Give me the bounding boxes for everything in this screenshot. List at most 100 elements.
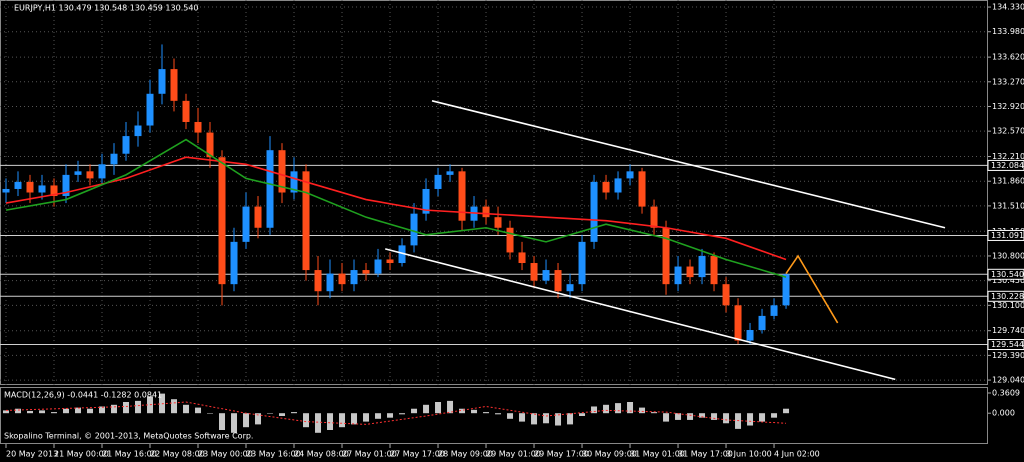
candle-body — [326, 273, 334, 292]
y-tick-label: 0.3609 — [992, 388, 1020, 397]
y-tick-label: 133.620 — [992, 53, 1024, 62]
candle-body — [698, 255, 706, 278]
price-level-box — [987, 229, 1024, 241]
price-level-label: 129.544 — [991, 340, 1024, 349]
price-level-box — [987, 159, 1024, 171]
indicator-line — [785, 254, 839, 324]
indicator-line — [5, 156, 787, 261]
macd-bar — [111, 404, 118, 414]
macd-bar — [507, 413, 514, 419]
indicator-line — [5, 138, 787, 278]
x-tick-label: 27 May 01:00 — [342, 450, 397, 459]
candle-body — [518, 252, 526, 264]
candle-body — [770, 305, 778, 316]
y-tick-label: 129.040 — [992, 376, 1024, 385]
macd-bar — [195, 407, 202, 414]
macd-bar — [135, 400, 142, 414]
macd-bar — [279, 413, 286, 416]
candle-body — [194, 121, 202, 133]
macd-bar — [663, 413, 670, 422]
macd-bar — [339, 413, 346, 428]
x-tick-label: 29 May 17:00 — [534, 450, 589, 459]
candle-body — [710, 255, 718, 285]
x-tick-label: 31 May 01:00 — [630, 450, 685, 459]
candle-body — [590, 181, 598, 242]
macd-bar — [771, 413, 778, 418]
candle-body — [134, 125, 142, 137]
macd-header: MACD(12,26,9) -0.0441 -0.1282 0.0841 — [4, 391, 162, 400]
y-tick-label: 130.450 — [992, 276, 1024, 285]
macd-bar — [651, 412, 658, 414]
candle-body — [398, 245, 406, 264]
candle-body — [578, 241, 586, 285]
main-frame — [0, 0, 988, 385]
candle-body — [554, 270, 562, 292]
candle-body — [2, 188, 10, 193]
macd-bar — [183, 404, 190, 414]
candle-body — [206, 132, 214, 158]
candle-body — [506, 227, 514, 253]
x-tick-label: 29 May 01:00 — [486, 450, 541, 459]
price-level-box — [987, 339, 1024, 351]
candle-body — [266, 150, 274, 228]
candle-body — [422, 188, 430, 214]
macd-bar — [699, 413, 706, 418]
macd-bar — [495, 413, 502, 415]
macd-bar — [27, 410, 34, 414]
macd-bar — [303, 413, 310, 428]
macd-bar — [99, 406, 106, 414]
candle-body — [674, 266, 682, 285]
candle-body — [278, 150, 286, 193]
x-tick-label: 31 May 17:00 — [678, 450, 733, 459]
candle-body — [650, 206, 658, 228]
macd-bar — [87, 408, 94, 414]
candle-body — [626, 171, 634, 179]
candle-body — [446, 171, 454, 175]
macd-bar — [387, 413, 394, 418]
candle-body — [602, 181, 610, 193]
x-tick-label: 21 May 00:00 — [54, 450, 109, 459]
candle-body — [122, 136, 130, 154]
x-tick-label: 22 May 08:00 — [150, 450, 205, 459]
candle-body — [542, 270, 550, 281]
macd-bar — [411, 408, 418, 414]
macd-bar — [531, 413, 538, 425]
candle-body — [86, 171, 94, 179]
x-tick-label: 3 Jun 10:00 — [726, 450, 772, 459]
x-tick-label: 28 May 09:00 — [438, 450, 493, 459]
x-tick-label: 4 Jun 02:00 — [774, 450, 820, 459]
macd-bar — [447, 400, 454, 414]
macd-bar — [39, 410, 46, 414]
y-tick-label: 130.100 — [992, 301, 1024, 310]
signal-line — [5, 401, 787, 425]
macd-bar — [375, 413, 382, 419]
candle-body — [614, 178, 622, 193]
x-tick-label: 30 May 09:00 — [582, 450, 637, 459]
macd-bar — [231, 413, 238, 433]
macd-bar — [687, 413, 694, 420]
y-tick-label: 130.800 — [992, 251, 1024, 260]
macd-bar — [579, 413, 586, 416]
candle-body — [314, 270, 322, 292]
macd-bar — [363, 413, 370, 422]
macd-bar — [543, 413, 550, 424]
x-tick-label: 23 May 00:00 — [198, 450, 253, 459]
macd-bar — [675, 413, 682, 420]
candle-body — [170, 69, 178, 101]
macd-bar — [783, 408, 790, 414]
macd-bar — [3, 410, 10, 414]
candle-body — [410, 213, 418, 246]
candle-body — [254, 206, 262, 228]
candle-body — [638, 171, 646, 207]
footer: Skopalino Terminal, © 2001-2013, MetaQuo… — [4, 432, 253, 441]
macd-bar — [435, 402, 442, 414]
x-tick-label: 23 May 16:00 — [246, 450, 301, 459]
candle-body — [50, 185, 58, 197]
candle-body — [662, 227, 670, 285]
y-tick-label: 133.980 — [992, 27, 1024, 36]
candle-body — [242, 206, 250, 242]
x-tick-label: 24 May 08:00 — [294, 450, 349, 459]
candle-body — [338, 273, 346, 285]
macd-bar — [171, 399, 178, 414]
price-level-label: 132.084 — [991, 161, 1024, 170]
